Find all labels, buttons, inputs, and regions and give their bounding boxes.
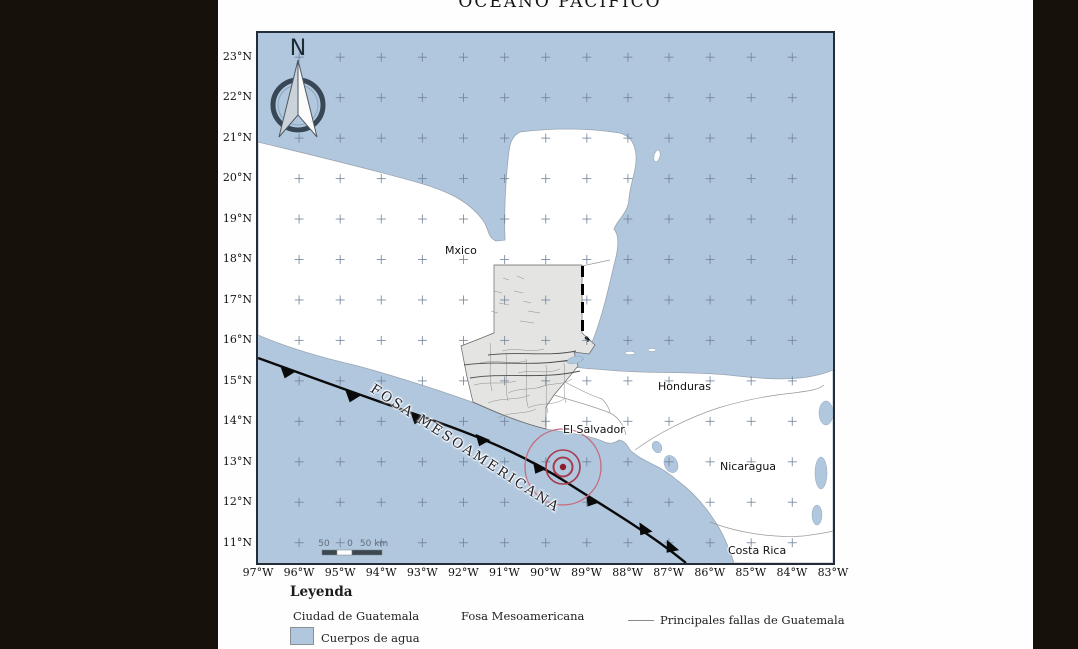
- lon-label: 88°W: [612, 566, 644, 579]
- lat-label: 23°N: [222, 50, 252, 63]
- lon-label: 91°W: [489, 566, 520, 579]
- lon-label: 83°W: [817, 566, 849, 579]
- fault-line-swatch: [628, 620, 654, 621]
- lat-label: 22°N: [222, 90, 252, 104]
- north-arrow: N: [270, 36, 326, 138]
- island-bay-2: [647, 348, 657, 352]
- legend-title: Leyenda: [290, 584, 353, 600]
- lon-label: 92°W: [447, 566, 479, 579]
- lon-label: 93°W: [406, 566, 438, 579]
- guatemala-department-borders: [473, 275, 585, 419]
- map-canvas: N 50 0 50 km Mxico El Salvador Honduras …: [256, 31, 835, 565]
- lon-label: 90°W: [530, 566, 561, 579]
- ocean-title: OCÉANO PACÍFICO: [458, 0, 662, 12]
- lon-label: 96°W: [283, 566, 315, 579]
- epicenter-marker: [524, 428, 602, 506]
- country-label-mexico: Mxico: [445, 244, 477, 257]
- lon-label: 87°W: [653, 566, 685, 579]
- country-borders: [553, 259, 833, 537]
- lat-label: 20°N: [222, 171, 252, 185]
- lon-label: 86°W: [694, 566, 726, 579]
- lon-label: 95°W: [324, 566, 356, 579]
- lat-label: 16°N: [222, 333, 252, 347]
- lakes: [566, 355, 833, 526]
- lon-label: 84°W: [776, 566, 808, 579]
- legend-item-city: Ciudad de Guatemala: [293, 609, 420, 623]
- legend-item-faults: Principales fallas de Guatemala: [660, 613, 845, 627]
- scale-right-label: 50 km: [360, 539, 388, 549]
- island-cozumel: [653, 149, 661, 163]
- map-drawing: N 50 0 50 km: [258, 33, 833, 563]
- lat-label: 21°N: [222, 130, 252, 144]
- lat-label: 19°N: [222, 211, 252, 225]
- country-label-nicaragua: Nicaragua: [720, 460, 777, 473]
- scale-bar: 50 0 50 km: [318, 539, 388, 556]
- island-bay-1: [624, 351, 636, 355]
- lat-label: 15°N: [222, 373, 252, 387]
- country-label-el-salvador: El Salvador: [563, 423, 625, 436]
- map-layout-page: OCÉANO PACÍFICO 23°N 22°N 21°N 20°N 19°N 18°N…: [218, 0, 1033, 649]
- north-letter: N: [290, 36, 306, 61]
- lat-label: 18°N: [222, 252, 252, 266]
- lon-label: 89°W: [571, 566, 602, 579]
- country-label-costa-rica: Costa Rica: [728, 544, 787, 557]
- lon-label: 85°W: [735, 566, 767, 579]
- country-label-honduras: Honduras: [658, 380, 711, 393]
- water-swatch: [290, 627, 314, 645]
- legend-item-water: Cuerpos de agua: [321, 631, 420, 645]
- lat-label: 12°N: [222, 495, 252, 509]
- trench-line: [258, 356, 687, 563]
- guatemala-region: [460, 264, 596, 430]
- trench-teeth: [280, 366, 680, 553]
- scale-left-label: 50: [318, 539, 330, 549]
- lon-label: 94°W: [365, 566, 397, 579]
- lon-label: 97°W: [242, 566, 274, 579]
- graticule-crosses: [294, 52, 797, 548]
- lat-label: 14°N: [222, 414, 252, 428]
- lat-label: 11°N: [222, 535, 252, 549]
- scale-zero-label: 0: [347, 539, 353, 549]
- lat-label: 17°N: [222, 292, 252, 306]
- lat-label: 13°N: [222, 454, 252, 468]
- principal-faults-lines: [463, 350, 581, 379]
- legend-item-trench: Fosa Mesoamericana: [461, 609, 585, 623]
